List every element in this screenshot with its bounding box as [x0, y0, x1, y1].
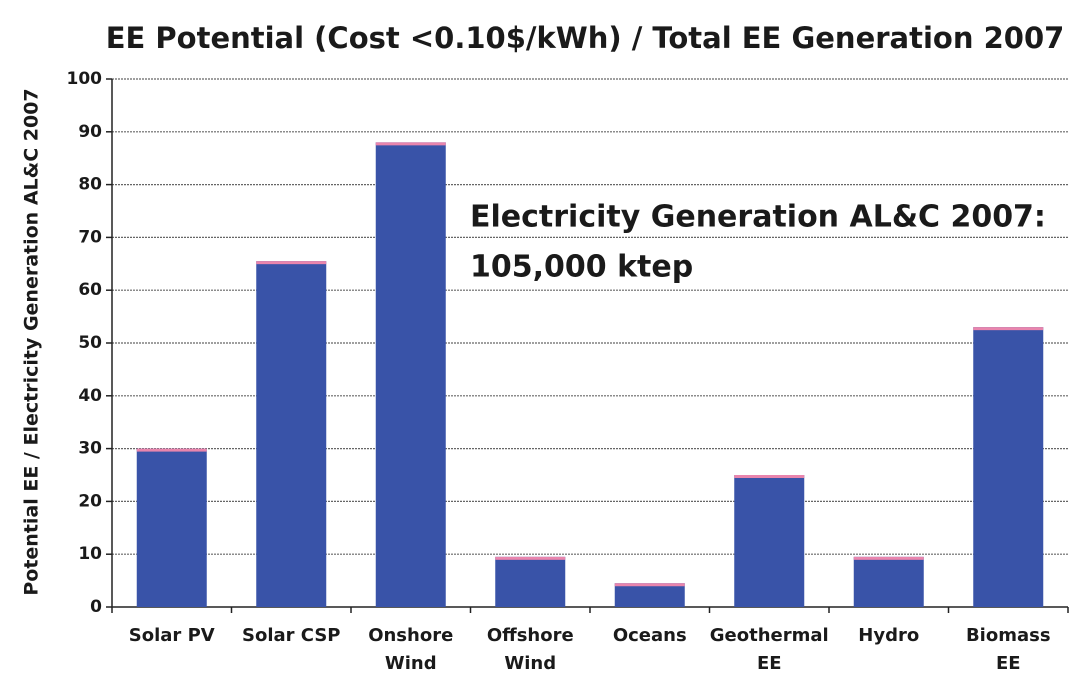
y-tick-label: 30 — [78, 439, 102, 459]
y-tick-label: 80 — [78, 175, 102, 195]
y-tick-label: 40 — [78, 386, 102, 406]
bar-cap — [495, 556, 566, 560]
x-tick-label: EE — [757, 653, 782, 674]
y-tick-label: 50 — [78, 333, 102, 353]
bar — [614, 583, 685, 607]
y-axis-label: Potential EE / Electricity Generation AL… — [21, 88, 43, 595]
bar-cap — [614, 583, 685, 587]
x-tick-label: Wind — [385, 653, 437, 674]
bar — [375, 142, 446, 608]
chart-title: EE Potential (Cost <0.10$/kWh) / Total E… — [106, 21, 1065, 55]
x-tick-label: Geothermal — [710, 625, 829, 646]
x-tick-label: Solar CSP — [242, 625, 341, 646]
x-tick-label: Solar PV — [129, 625, 215, 646]
bar-cap — [734, 475, 805, 478]
bar — [495, 556, 566, 607]
x-tick-label: Offshore — [487, 625, 574, 646]
x-tick-label: Hydro — [858, 625, 919, 646]
bar-cap — [256, 261, 327, 265]
x-tick-label: Onshore — [368, 625, 453, 646]
y-tick-label: 0 — [90, 597, 102, 617]
x-tick-label: Biomass — [966, 625, 1051, 646]
x-tick-label: Wind — [504, 653, 556, 674]
bar-cap — [853, 556, 924, 560]
bar — [853, 556, 924, 607]
annotation: Electricity Generation AL&C 2007: — [470, 200, 1046, 235]
bar-cap — [136, 448, 207, 452]
bar-cap — [375, 142, 446, 146]
y-tick-label: 10 — [78, 544, 102, 564]
y-tick-label: 90 — [78, 122, 102, 142]
y-tick-label: 70 — [78, 227, 102, 247]
x-tick-label: Oceans — [613, 625, 687, 646]
bar — [734, 475, 805, 607]
y-tick-label: 20 — [78, 491, 102, 511]
bar-cap — [973, 327, 1044, 331]
y-tick-label: 60 — [78, 280, 102, 300]
annotation: 105,000 ktep — [470, 250, 693, 285]
x-tick-label: EE — [996, 653, 1021, 674]
bar — [973, 327, 1044, 607]
y-tick-label: 100 — [67, 69, 103, 89]
bar — [256, 261, 327, 607]
bar — [136, 448, 207, 607]
